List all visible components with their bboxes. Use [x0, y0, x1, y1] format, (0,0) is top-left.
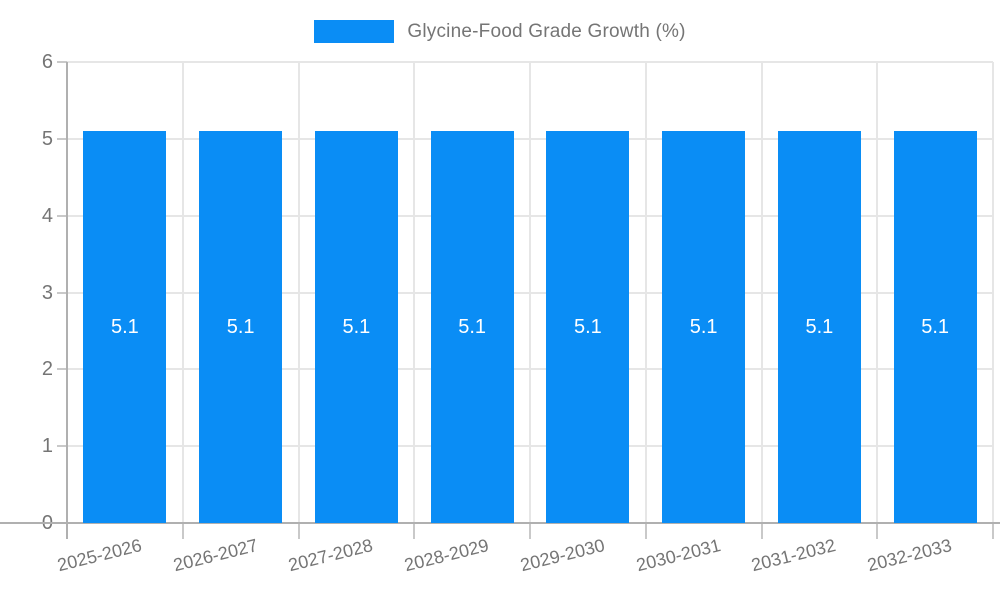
y-tick-mark [57, 214, 67, 217]
y-tick-mark [57, 291, 67, 294]
bar-value-label: 5.1 [573, 316, 602, 339]
bar-value-label: 5.1 [689, 316, 718, 339]
x-axis-tick-label: 2025-2026 [55, 535, 144, 576]
bar[interactable] [893, 131, 977, 523]
y-axis-line [66, 62, 68, 525]
y-axis-tick-label: 3 [41, 281, 53, 304]
x-gridline [644, 62, 647, 523]
x-axis-tick-label: 2026-2027 [170, 535, 260, 576]
x-gridline [760, 62, 763, 523]
x-gridline [413, 62, 416, 523]
x-gridline [297, 62, 300, 523]
x-axis-tick-label: 2032-2033 [865, 535, 954, 576]
y-axis-tick-label: 6 [41, 51, 53, 73]
x-gridline [992, 62, 994, 523]
y-tick-mark [57, 61, 67, 63]
x-gridline [876, 62, 879, 523]
bar[interactable] [314, 131, 398, 523]
y-axis-tick-label: 2 [41, 358, 53, 381]
x-tick-mark [66, 523, 68, 539]
x-tick-mark [297, 523, 300, 539]
bar-value-label: 5.1 [342, 316, 371, 339]
y-axis-tick-label: 5 [41, 127, 53, 150]
y-tick-mark [57, 445, 67, 448]
y-axis-tick-label: 1 [41, 435, 53, 458]
x-gridline [181, 62, 184, 523]
y-tick-mark [57, 368, 67, 371]
bar-value-label: 5.1 [458, 316, 487, 339]
bar-value-label: 5.1 [226, 316, 255, 339]
x-axis-tick-label: 2029-2030 [518, 535, 607, 576]
x-tick-mark [181, 523, 184, 539]
bar-value-label: 5.1 [805, 316, 834, 339]
y-tick-mark [57, 137, 67, 140]
bar[interactable] [430, 131, 514, 523]
bar-value-label: 5.1 [921, 316, 950, 339]
x-tick-mark [992, 523, 994, 539]
x-axis-tick-label: 2027-2028 [286, 535, 375, 576]
bar-value-label: 5.1 [110, 316, 139, 339]
legend-label: Glycine-Food Grade Growth (%) [407, 20, 686, 42]
x-tick-mark [644, 523, 647, 539]
x-tick-mark [529, 523, 531, 539]
legend-swatch [314, 20, 395, 43]
bar[interactable] [546, 131, 630, 523]
bar[interactable] [777, 131, 861, 523]
x-axis-tick-label: 2030-2031 [633, 535, 723, 576]
x-gridline [529, 62, 531, 523]
x-tick-mark [876, 523, 879, 539]
bar[interactable] [199, 131, 283, 523]
x-tick-mark [413, 523, 416, 539]
legend-item[interactable]: Glycine-Food Grade Growth (%) [0, 20, 1000, 43]
x-tick-mark [760, 523, 763, 539]
x-axis-line [0, 522, 1000, 524]
x-axis-tick-label: 2031-2032 [749, 535, 838, 576]
y-axis-tick-label: 4 [41, 204, 53, 227]
bar[interactable] [662, 131, 746, 523]
x-axis-tick-label: 2028-2029 [402, 535, 491, 576]
bar[interactable] [83, 131, 167, 523]
